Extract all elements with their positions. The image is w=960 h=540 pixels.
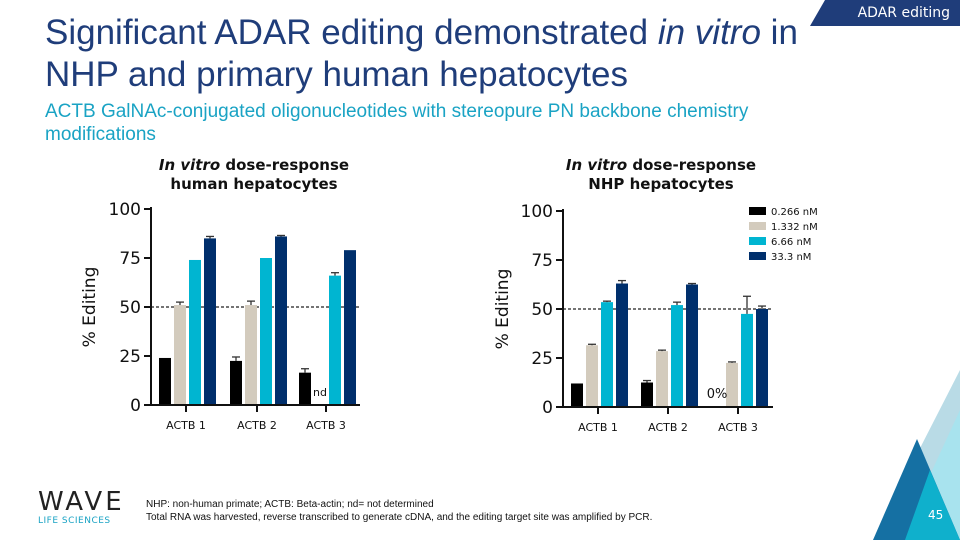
- y-tick-label: 25: [119, 347, 141, 367]
- bar: [686, 284, 698, 407]
- bar: [571, 383, 583, 407]
- y-axis-label: % Editing: [80, 267, 100, 348]
- legend-label: 0.266 nM: [771, 207, 818, 218]
- x-tick-label: ACTB 1: [578, 421, 618, 434]
- chart-title-human: In vitro dose-response human hepatocytes: [124, 156, 384, 194]
- bar: [344, 250, 356, 405]
- legend-label: 1.332 nM: [771, 222, 818, 233]
- page-number: 45: [928, 508, 944, 522]
- bar: [245, 305, 257, 405]
- chart-title-line2: NHP hepatocytes: [588, 175, 734, 193]
- chart-title-nhp: In vitro dose-response NHP hepatocytes: [531, 156, 791, 194]
- bar: [586, 345, 598, 407]
- bar: [656, 351, 668, 407]
- footnote: NHP: non-human primate; ACTB: Beta-actin…: [146, 498, 652, 524]
- y-tick-label: 0: [130, 396, 141, 416]
- chart-title-rest: dose-response: [220, 156, 350, 174]
- bar: [299, 372, 311, 405]
- bar: [260, 258, 272, 405]
- bar: [329, 275, 341, 405]
- y-axis-label: % Editing: [493, 269, 513, 350]
- x-tick-label: ACTB 3: [306, 419, 346, 432]
- bar-annotation: 0%: [707, 387, 728, 402]
- bar: [616, 283, 628, 407]
- title-text-2: in NHP and primary human hepatocytes: [45, 13, 798, 94]
- bar: [601, 302, 613, 407]
- page-title: Significant ADAR editing demonstrated in…: [45, 12, 845, 96]
- footnote-line-1: NHP: non-human primate; ACTB: Beta-actin…: [146, 499, 434, 510]
- chart-title-italic: In vitro: [565, 156, 628, 174]
- y-tick-label: 0: [542, 398, 553, 418]
- page-subtitle: ACTB GalNAc-conjugated oligonucleotides …: [45, 101, 749, 145]
- x-tick-label: ACTB 2: [237, 419, 277, 432]
- logo-main: WAVE: [38, 487, 125, 517]
- legend-label: 33.3 nM: [771, 252, 811, 263]
- y-tick-label: 75: [531, 251, 553, 271]
- y-tick-label: 50: [119, 298, 141, 318]
- bar-annotation: nd: [313, 386, 327, 399]
- bar: [189, 259, 201, 405]
- y-tick-label: 100: [521, 202, 553, 222]
- legend-swatch: [749, 252, 766, 260]
- bar: [726, 362, 738, 407]
- bar: [641, 382, 653, 407]
- x-tick-label: ACTB 3: [718, 421, 758, 434]
- section-tag: ADAR editing: [810, 0, 960, 26]
- wave-logo: WAVE LIFE SCIENCES: [38, 488, 125, 526]
- y-tick-label: 50: [531, 300, 553, 320]
- title-text: Significant ADAR editing demonstrated: [45, 13, 658, 52]
- chart-title-rest: dose-response: [627, 156, 757, 174]
- bar: [741, 313, 753, 407]
- bar: [174, 305, 186, 405]
- bar: [204, 238, 216, 405]
- y-tick-label: 75: [119, 249, 141, 269]
- bar: [756, 309, 768, 407]
- chart-title-italic: In vitro: [158, 156, 221, 174]
- bar: [159, 357, 171, 405]
- x-tick-label: ACTB 2: [648, 421, 688, 434]
- legend-swatch: [749, 237, 766, 245]
- bar: [230, 360, 242, 405]
- footnote-line-2: Total RNA was harvested, reverse transcr…: [146, 512, 653, 523]
- x-tick-label: ACTB 1: [166, 419, 206, 432]
- legend-swatch: [749, 207, 766, 215]
- y-tick-label: 100: [109, 200, 141, 220]
- logo-sub: LIFE SCIENCES: [38, 516, 111, 526]
- bar: [275, 236, 287, 405]
- y-tick-label: 25: [531, 349, 553, 369]
- legend-swatch: [749, 222, 766, 230]
- bar: [671, 305, 683, 407]
- chart-title-line2: human hepatocytes: [170, 175, 338, 193]
- legend-label: 6.66 nM: [771, 237, 811, 248]
- title-italic: in vitro: [657, 13, 761, 52]
